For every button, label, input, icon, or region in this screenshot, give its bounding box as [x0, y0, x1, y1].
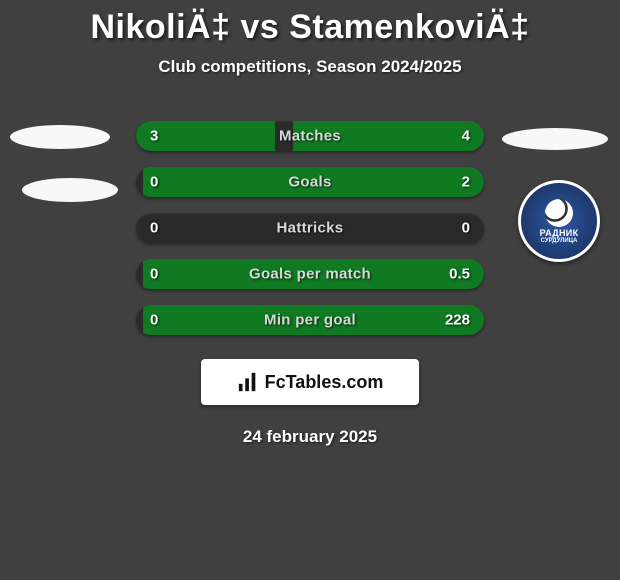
stat-row: 0 Goals per match 0.5 — [136, 259, 484, 289]
club-name-line1: РАДНИК — [540, 229, 579, 238]
stat-left-value: 0 — [150, 174, 158, 191]
stat-row: 0 Goals 2 — [136, 167, 484, 197]
stat-label: Hattricks — [277, 220, 344, 237]
stat-row: 0 Min per goal 228 — [136, 305, 484, 335]
player-right-club-logo-1 — [502, 128, 608, 150]
stat-right-value: 228 — [445, 312, 470, 329]
subtitle: Club competitions, Season 2024/2025 — [0, 57, 620, 77]
stat-label: Matches — [279, 128, 341, 145]
stat-row: 3 Matches 4 — [136, 121, 484, 151]
stat-label: Goals — [288, 174, 331, 191]
bar-chart-icon — [237, 371, 259, 393]
player-left-club-logo-2 — [22, 178, 118, 202]
stat-left-value: 3 — [150, 128, 158, 145]
player-left-club-logo-1 — [10, 125, 110, 149]
brand-text: FcTables.com — [265, 372, 384, 393]
comparison-card: NikoliÄ‡ vs StamenkoviÄ‡ Club competitio… — [0, 0, 620, 447]
stat-left-value: 0 — [150, 266, 158, 283]
stat-right-value: 0.5 — [449, 266, 470, 283]
stat-right-value: 0 — [462, 220, 470, 237]
stat-label: Min per goal — [264, 312, 356, 329]
stat-right-value: 4 — [462, 128, 470, 145]
stat-right-value: 2 — [462, 174, 470, 191]
stat-left-value: 0 — [150, 312, 158, 329]
stat-row: 0 Hattricks 0 — [136, 213, 484, 243]
update-date: 24 february 2025 — [0, 427, 620, 447]
player-right-club-logo-2: РАДНИК СУРДУЛИЦА — [518, 180, 600, 262]
soccer-ball-icon — [545, 199, 573, 227]
brand-badge[interactable]: FcTables.com — [201, 359, 419, 405]
page-title: NikoliÄ‡ vs StamenkoviÄ‡ — [0, 8, 620, 47]
stat-left-value: 0 — [150, 220, 158, 237]
club-name-line2: СУРДУЛИЦА — [540, 238, 579, 244]
stat-label: Goals per match — [249, 266, 371, 283]
